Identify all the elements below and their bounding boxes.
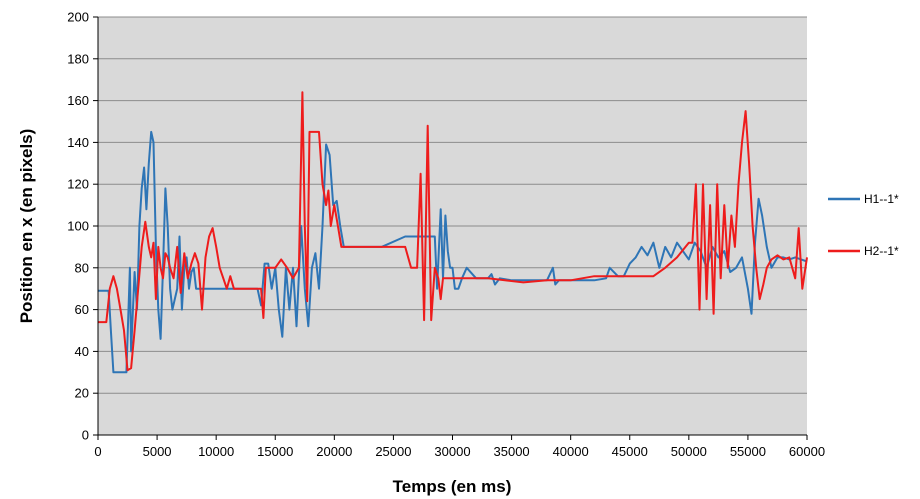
- legend: H1--1* H2--1*: [828, 192, 899, 258]
- x-tick-label: 20000: [316, 444, 352, 459]
- x-tick-label: 30000: [434, 444, 470, 459]
- y-tick-label: 40: [75, 344, 89, 359]
- y-axis-title: Position en x (en pixels): [17, 129, 36, 324]
- legend-item-2: H2--1*: [828, 244, 899, 258]
- y-tick-label: 140: [67, 135, 89, 150]
- y-tick-label: 200: [67, 10, 89, 25]
- x-tick-label: 50000: [671, 444, 707, 459]
- y-tick-label: 80: [75, 260, 89, 275]
- y-tick-label: 180: [67, 51, 89, 66]
- x-tick-label: 45000: [612, 444, 648, 459]
- x-tick-label: 10000: [198, 444, 234, 459]
- y-tick-label: 160: [67, 93, 89, 108]
- y-tick-label: 120: [67, 177, 89, 192]
- x-tick-label: 60000: [789, 444, 825, 459]
- series-layer: [98, 91, 808, 374]
- x-tick-label: 40000: [553, 444, 589, 459]
- x-tick-label: 35000: [494, 444, 530, 459]
- series-line-2: [98, 91, 808, 372]
- tick-labels: 0 20 40 60 80 100 120 140 160 180 200 0 5000 10000 150…: [67, 10, 825, 460]
- x-tick-label: 15000: [257, 444, 293, 459]
- legend-label: H1--1*: [864, 192, 899, 206]
- legend-item-1: H1--1*: [828, 192, 899, 206]
- x-tick-label: 55000: [730, 444, 766, 459]
- y-tick-label: 20: [75, 386, 89, 401]
- y-tick-label: 100: [67, 219, 89, 234]
- x-tick-label: 0: [94, 444, 101, 459]
- x-axis-title: Temps (en ms): [393, 477, 512, 496]
- axes: [93, 16, 808, 440]
- y-tick-label: 0: [82, 428, 89, 443]
- y-tick-label: 60: [75, 302, 89, 317]
- x-tick-label: 25000: [375, 444, 411, 459]
- gridlines: [98, 16, 807, 436]
- x-tick-label: 5000: [143, 444, 172, 459]
- legend-label: H2--1*: [864, 244, 899, 258]
